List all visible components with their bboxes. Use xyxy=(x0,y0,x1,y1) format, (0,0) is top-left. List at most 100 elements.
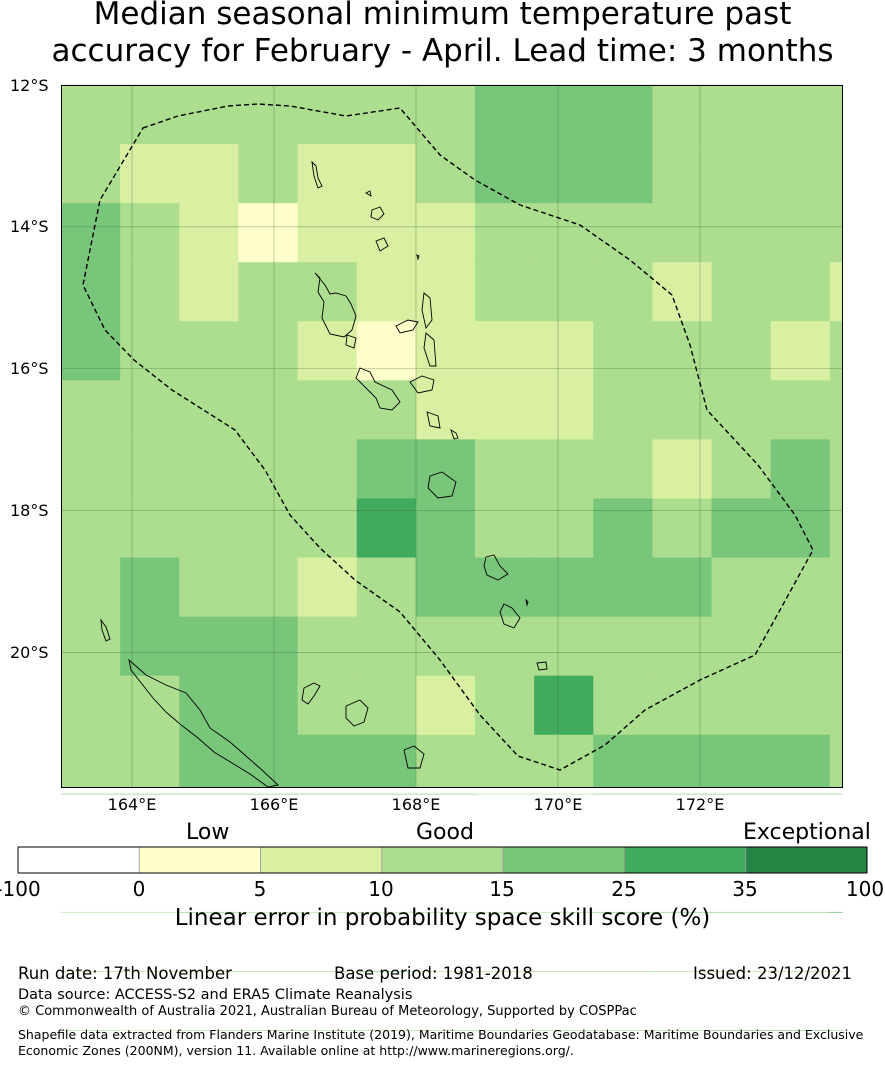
skill-cell xyxy=(238,262,299,322)
island-small-2 xyxy=(450,428,459,440)
skill-cell xyxy=(770,911,831,913)
colorbar-swatch xyxy=(138,846,261,874)
lon-label-170e: 170°E xyxy=(533,795,583,814)
category-low: Low xyxy=(186,820,230,845)
skill-cell xyxy=(120,734,180,788)
colorbar xyxy=(17,846,868,874)
skill-cell xyxy=(297,321,358,381)
skill-cell xyxy=(120,557,180,618)
skill-cell xyxy=(356,734,417,788)
skill-cell xyxy=(356,262,417,322)
skill-cell xyxy=(652,85,713,145)
skill-cell xyxy=(711,380,772,441)
skill-cell xyxy=(593,380,654,441)
skill-cell xyxy=(61,380,121,441)
title-line-1: Median seasonal minimum temperature past xyxy=(93,0,792,32)
colorbar-frame xyxy=(17,846,868,874)
skill-cell xyxy=(770,321,831,381)
island-malo xyxy=(345,334,357,349)
eez-boundary xyxy=(82,103,814,771)
skill-cell xyxy=(297,971,358,972)
skill-cell xyxy=(652,321,713,381)
skill-cell xyxy=(829,498,843,559)
skill-cell xyxy=(711,734,772,788)
skill-cell xyxy=(652,675,713,736)
skill-cell xyxy=(711,793,772,795)
skill-cell xyxy=(475,734,535,788)
skill-cell xyxy=(711,262,772,322)
skill-cell xyxy=(297,144,358,204)
skill-cell xyxy=(61,793,121,795)
skill-cell xyxy=(415,262,476,322)
skill-cell xyxy=(120,616,180,677)
skill-cell xyxy=(711,911,772,913)
skill-cell xyxy=(534,793,594,795)
island-aneityum xyxy=(536,661,548,671)
skill-cell xyxy=(356,321,417,381)
skill-cell xyxy=(593,734,654,788)
skill-cell xyxy=(711,144,772,204)
skill-cell xyxy=(356,557,417,618)
skill-cell xyxy=(61,321,121,381)
lon-label-166e: 166°E xyxy=(249,795,299,814)
copyright: © Commonwealth of Australia 2021, Austra… xyxy=(18,1004,637,1019)
skill-cell xyxy=(120,675,180,736)
skill-cell xyxy=(297,498,358,559)
data-source: Data source: ACCESS-S2 and ERA5 Climate … xyxy=(18,987,413,1003)
skill-cell xyxy=(415,1030,476,1031)
skill-cell xyxy=(415,203,476,263)
skill-cell xyxy=(829,557,843,618)
skill-cell xyxy=(652,734,713,788)
lon-label-164e: 164°E xyxy=(107,795,157,814)
skill-cell xyxy=(179,1030,240,1031)
skill-cell xyxy=(711,1030,772,1031)
skill-cell xyxy=(297,203,358,263)
skill-cell xyxy=(593,439,654,500)
skill-cell xyxy=(297,1030,358,1031)
colorbar-title: Linear error in probability space skill … xyxy=(174,905,711,931)
skill-cell xyxy=(179,144,240,204)
skill-cell xyxy=(356,971,417,972)
skill-cell xyxy=(61,734,121,788)
skill-cell xyxy=(475,971,535,972)
skill-cell xyxy=(61,498,121,559)
map-frame xyxy=(61,85,843,788)
skill-cell xyxy=(179,439,240,500)
shapefile-credit-line-2: Economic Zones (200NM), version 11. Avai… xyxy=(18,1043,574,1058)
island-torres xyxy=(311,160,323,189)
skill-cell xyxy=(534,144,594,204)
skill-cell xyxy=(770,971,831,972)
skill-cell xyxy=(120,85,180,145)
skill-cell xyxy=(593,675,654,736)
skill-cell xyxy=(475,1030,535,1031)
skill-cell xyxy=(593,85,654,145)
skill-cell xyxy=(829,616,843,677)
skill-cell xyxy=(652,911,713,913)
skill-cell xyxy=(475,380,535,441)
skill-cell xyxy=(297,262,358,322)
skill-cell xyxy=(415,734,476,788)
colorbar-tick: -100 xyxy=(0,877,41,901)
island-mare xyxy=(403,745,425,769)
skill-cell xyxy=(829,1030,843,1031)
skill-cell xyxy=(829,439,843,500)
island-belep xyxy=(100,618,111,642)
skill-cell xyxy=(297,675,358,736)
skill-cell xyxy=(829,144,843,204)
skill-cell xyxy=(829,971,843,972)
skill-cell xyxy=(593,144,654,204)
skill-cell xyxy=(475,793,535,795)
skill-cell xyxy=(475,85,535,145)
skill-cell xyxy=(770,380,831,441)
skill-cell xyxy=(652,793,713,795)
skill-cell xyxy=(770,675,831,736)
skill-cell xyxy=(534,439,594,500)
island-ambae xyxy=(395,319,419,334)
skill-cell xyxy=(415,911,476,913)
skill-cell xyxy=(120,793,180,795)
skill-cell xyxy=(593,203,654,263)
skill-cell xyxy=(711,321,772,381)
skill-cell xyxy=(61,439,121,500)
skill-cell xyxy=(475,675,535,736)
skill-cell xyxy=(415,498,476,559)
